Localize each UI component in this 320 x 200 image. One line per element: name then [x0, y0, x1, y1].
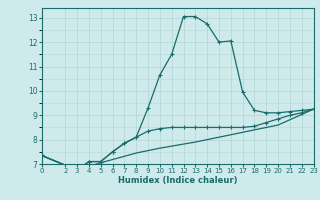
X-axis label: Humidex (Indice chaleur): Humidex (Indice chaleur)	[118, 176, 237, 185]
